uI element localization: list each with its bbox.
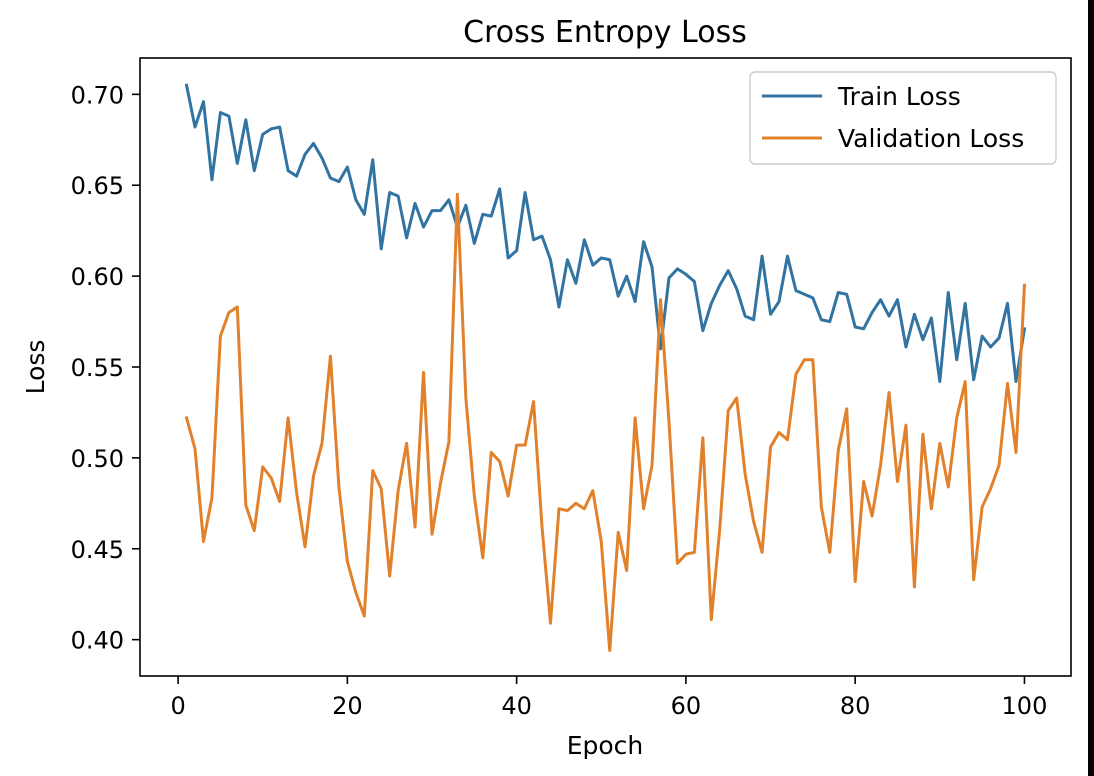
y-tick-label: 0.55 xyxy=(71,354,124,382)
plot-series-group xyxy=(184,83,1027,653)
x-tick-label: 100 xyxy=(1002,692,1048,720)
x-axis-label: Epoch xyxy=(567,731,644,760)
y-tick-label: 0.70 xyxy=(71,81,124,109)
x-tick-label: 80 xyxy=(840,692,871,720)
y-tick-label: 0.65 xyxy=(71,172,124,200)
chart-title: Cross Entropy Loss xyxy=(463,15,747,50)
x-tick-label: 0 xyxy=(170,692,185,720)
series-line-train-loss xyxy=(184,83,1027,384)
y-axis-label: Loss xyxy=(21,340,50,395)
y-tick-label: 0.40 xyxy=(71,627,124,655)
y-tick-label: 0.45 xyxy=(71,536,124,564)
window-edge xyxy=(1088,0,1094,776)
y-tick-label: 0.60 xyxy=(71,263,124,291)
series-line-validation-loss xyxy=(184,192,1027,653)
x-tick-label: 40 xyxy=(501,692,532,720)
legend-label-train-loss: Train Loss xyxy=(837,82,961,111)
x-tick-label: 60 xyxy=(671,692,702,720)
y-axis: 0.40 0.45 0.50 0.55 0.60 0.65 0.70 xyxy=(71,81,140,655)
y-tick-label: 0.50 xyxy=(71,445,124,473)
legend-box xyxy=(749,71,1057,165)
x-axis: 0 20 40 60 80 100 xyxy=(170,676,1047,720)
legend-label-validation-loss: Validation Loss xyxy=(838,124,1024,153)
x-tick-label: 20 xyxy=(332,692,363,720)
legend: Train Loss Validation Loss xyxy=(749,71,1057,165)
